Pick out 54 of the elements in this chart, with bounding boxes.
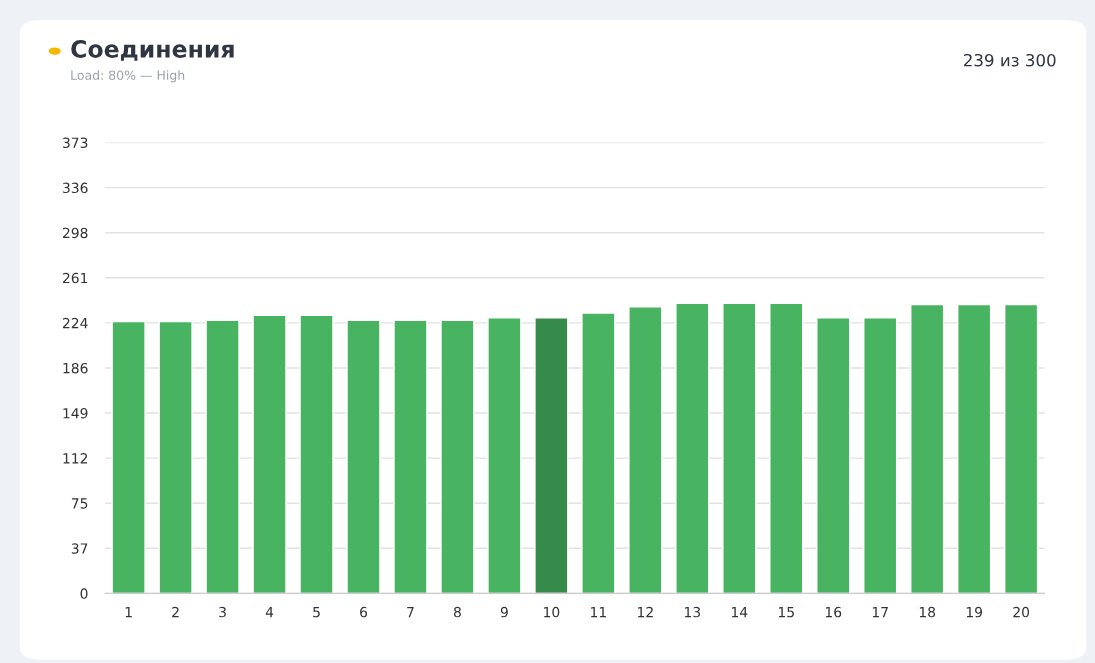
x-tick-label: 2 [172,606,179,618]
x-tick-label: 16 [825,606,842,618]
x-tick-label: 4 [265,607,274,618]
x-tick-label: 9 [500,606,508,618]
bar [534,317,569,594]
bar [440,319,475,594]
x-tick-label: 15 [778,607,794,618]
x-tick-label: 1 [125,607,132,618]
bar [252,314,287,594]
bar [628,306,663,594]
bar [957,303,992,594]
x-tick-label: 6 [360,606,368,618]
bar [722,302,757,594]
x-tick-label: 17 [872,607,888,618]
x-tick-label: 12 [638,606,653,618]
y-tick-label: 112 [63,453,88,464]
x-tick-label: 8 [453,606,461,618]
bar [1004,303,1039,594]
bar [675,302,710,594]
bar [158,320,193,594]
bar [487,317,522,594]
chart-subtitle: Load: 80% — High [71,70,185,83]
chart-title: Соединения [71,40,234,61]
y-tick-label: 373 [63,137,88,149]
y-tick-label: 149 [63,408,88,419]
bar [346,319,381,594]
text: 239 из 300 [963,53,1056,67]
x-tick-label: 7 [407,607,414,618]
y-tick-label: 298 [62,227,88,239]
bar [863,317,898,594]
x-tick-label: 18 [919,606,936,618]
x-tick-label: 14 [731,607,748,618]
y-tick-label: 336 [63,182,88,194]
bar [205,319,240,594]
bar [111,320,146,594]
bar [581,312,616,594]
bar [299,314,334,594]
bar [910,303,945,594]
y-tick-label: 37 [71,543,88,554]
y-tick-label: 186 [63,362,88,374]
x-tick-label: 11 [591,607,606,618]
bar [393,319,428,594]
x-tick-label: 5 [313,607,320,618]
x-tick-label: 13 [685,606,701,618]
x-tick-label: 3 [219,606,226,618]
y-tick-label: 0 [80,588,88,599]
x-tick-label: 20 [1013,606,1030,618]
bar [769,302,804,594]
x-tick-label: 19 [966,606,983,618]
y-tick-label: 75 [71,498,88,509]
bar [816,317,851,594]
x-tick-label: 10 [544,606,560,618]
y-tick-label: 261 [62,272,88,284]
y-tick-label: 224 [62,317,88,329]
